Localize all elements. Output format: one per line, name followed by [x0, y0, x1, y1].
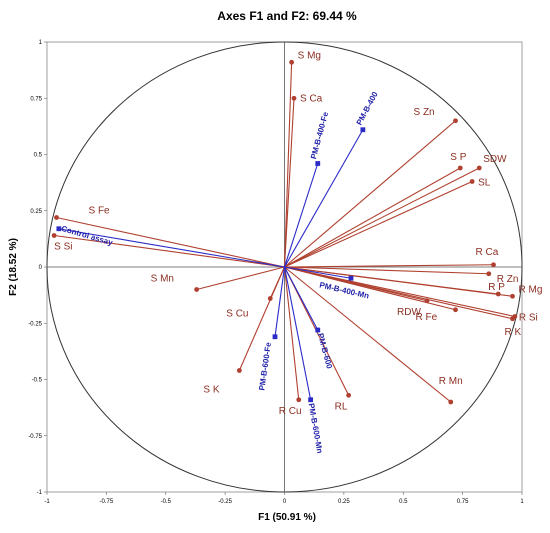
variable-label-sl: SL — [478, 178, 491, 189]
y-tick-label: 0.75 — [30, 96, 42, 102]
x-tick-label: 1 — [520, 499, 524, 505]
variable-point-r-mn — [448, 399, 454, 405]
observation-vector-pm-b-400-fe — [283, 163, 319, 268]
y-tick-label: -0.25 — [28, 321, 42, 327]
variable-label-s-mn: S Mn — [151, 274, 174, 285]
observation-vector-pm-b-600-fe — [274, 266, 286, 337]
variable-vector-s-mg — [283, 62, 293, 268]
x-tick-label: -0.5 — [161, 499, 172, 505]
observation-point-pm-b-600-fe — [272, 334, 278, 340]
variable-point-s-mn — [194, 287, 200, 292]
variable-point-s-p — [457, 165, 463, 171]
variable-vector-r-fe — [284, 266, 456, 311]
variable-label-s-k: S K — [203, 385, 219, 396]
y-tick-label: 0 — [39, 265, 43, 271]
variable-vector-s-zn — [284, 120, 456, 268]
variable-point-sdw — [476, 165, 482, 171]
variable-label-r-si: R Si — [519, 313, 538, 324]
observation-point-pm-b-600-mn — [308, 397, 314, 403]
variable-label-r-mg: R Mg — [519, 284, 543, 295]
variable-vector-r-ca — [284, 264, 494, 268]
x-tick-label: 0.5 — [399, 499, 408, 505]
observation-vector-control-assay — [58, 228, 285, 268]
variable-label-r-ca: R Ca — [476, 247, 499, 258]
x-tick-label: -1 — [44, 499, 50, 505]
variable-label-rdw: RDW — [397, 307, 421, 318]
variable-vector-s-p — [284, 167, 461, 268]
observation-point-pm-b-400 — [360, 127, 366, 133]
observation-label-pm-b-600-mn: PM-B-600-Mn — [307, 403, 325, 455]
variable-point-s-ca — [291, 95, 297, 101]
y-axis-label: F2 (18.52 %) — [8, 238, 19, 296]
variable-label-s-cu: S Cu — [226, 309, 248, 320]
y-tick-label: -0.75 — [28, 434, 42, 440]
variable-point-r-fe — [453, 307, 458, 313]
x-tick-label: 0.25 — [338, 499, 350, 505]
variable-vector-r-mg — [284, 266, 513, 297]
observation-vector-pm-b-600 — [284, 266, 319, 331]
variable-label-r-mn: R Mn — [439, 376, 463, 387]
variable-label-s-fe: S Fe — [89, 206, 111, 217]
variable-label-s-zn: S Zn — [414, 107, 435, 118]
variable-vector-r-mn — [284, 266, 452, 403]
y-tick-label: 0.5 — [34, 153, 43, 159]
variable-point-r-mg — [510, 293, 515, 299]
variable-point-s-zn — [453, 118, 458, 124]
x-tick-label: 0 — [283, 499, 287, 505]
variable-point-r-cu — [296, 397, 302, 403]
x-tick-label: -0.25 — [218, 499, 232, 505]
observation-vector-pm-b-600-mn — [283, 266, 312, 400]
observation-label-pm-b-400-fe: PM-B-400-Fe — [309, 110, 330, 160]
variable-label-r-k: R K — [505, 327, 522, 338]
variable-point-s-si — [51, 233, 57, 238]
variable-vector-sl — [284, 180, 473, 268]
observation-point-pm-b-400-fe — [315, 161, 321, 166]
variable-point-r-ca — [491, 262, 496, 268]
variable-vector-s-ca — [283, 98, 295, 268]
variable-label-s-p: S P — [450, 152, 466, 163]
variable-label-s-ca: S Ca — [300, 93, 323, 104]
y-tick-label: 0.25 — [30, 209, 42, 215]
observation-point-control-assay — [56, 226, 62, 232]
variable-point-sl — [469, 179, 475, 184]
variable-point-rl — [346, 392, 352, 398]
variable-label-s-mg: S Mg — [298, 50, 321, 61]
variable-vector-s-si — [54, 234, 285, 268]
variable-vector-s-k — [238, 266, 286, 371]
variable-point-r-zn — [486, 271, 492, 277]
x-tick-label: 0.75 — [457, 499, 469, 505]
variable-vector-r-cu — [283, 266, 300, 400]
y-tick-label: -0.5 — [32, 378, 43, 384]
variable-vector-r-zn — [284, 266, 489, 275]
chart-title: Axes F1 and F2: 69.44 % — [217, 9, 357, 23]
observation-vector-pm-b-400 — [284, 129, 364, 268]
variable-point-s-fe — [54, 215, 59, 220]
observation-vector-pm-b-400-mn — [284, 266, 352, 279]
variable-label-sdw: SDW — [483, 154, 507, 165]
observation-label-pm-b-600-fe: PM-B-600-Fe — [257, 341, 273, 391]
variable-point-s-k — [236, 368, 242, 373]
observation-label-pm-b-400: PM-B-400 — [355, 90, 380, 127]
variable-label-r-zn: R Zn — [497, 274, 519, 285]
variable-vector-s-mn — [196, 266, 285, 291]
variable-point-r-k — [510, 316, 515, 322]
variable-label-r-cu: R Cu — [279, 406, 302, 417]
observation-point-pm-b-600 — [315, 327, 321, 333]
x-axis-label: F1 (50.91 %) — [258, 512, 316, 523]
variable-label-s-si: S Si — [54, 242, 72, 253]
observation-point-pm-b-400-mn — [348, 275, 354, 281]
y-tick-label: -1 — [37, 490, 43, 496]
y-tick-label: 1 — [39, 40, 43, 46]
variable-vector-sdw — [284, 167, 480, 268]
plot-area: -1 -0.75 -0.5 -0.25 0 0.25 0.5 0.75 1 1 0.75 0.5 0.2… — [28, 40, 542, 505]
variable-label-r-fe: R Fe — [416, 312, 438, 323]
variable-vector-s-fe — [56, 216, 285, 268]
observation-label-pm-b-600: PM-B-600 — [316, 332, 334, 370]
variable-label-rl: RL — [335, 401, 348, 412]
x-tick-label: -0.75 — [100, 499, 114, 505]
variable-label-r-p: R P — [488, 282, 505, 293]
variable-point-s-mg — [289, 59, 295, 65]
